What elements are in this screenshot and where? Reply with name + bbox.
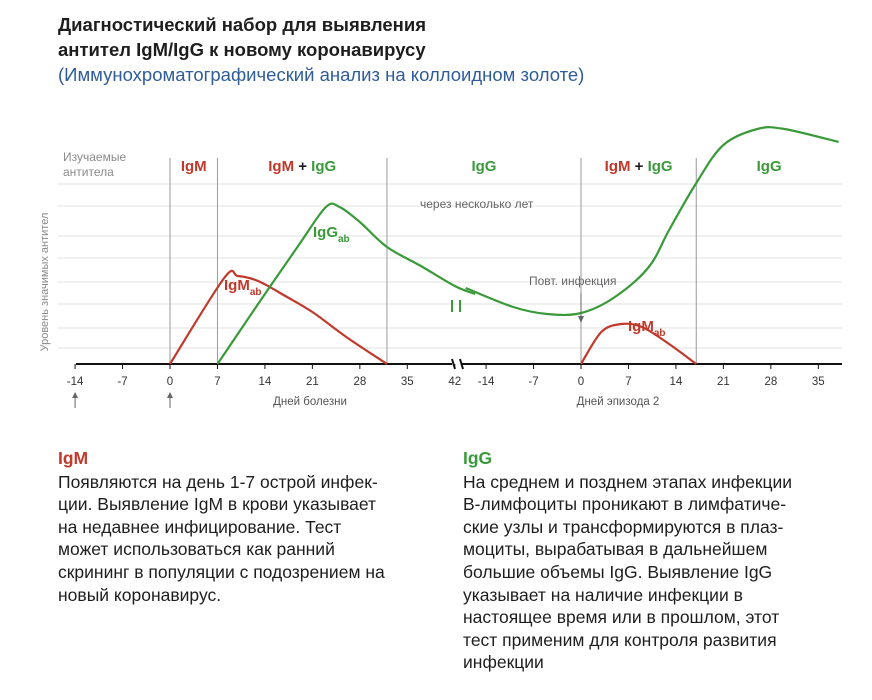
phase-label-part: + <box>630 158 647 175</box>
axis-break <box>459 358 464 370</box>
note-line: B-лимфоциты проникают в лимфатиче- <box>463 494 787 515</box>
note-line: моциты, вырабатывая в дальнейшем <box>463 539 768 560</box>
phase-label: IgG <box>471 158 496 175</box>
note-line: настоящее время или в прошлом, этот <box>463 607 780 628</box>
header-label: Изучаемые <box>63 150 126 164</box>
igm-note-heading: IgM <box>58 448 89 468</box>
x-tick-label: 28 <box>353 376 366 388</box>
igm2-curve-label: IgMab <box>628 318 666 339</box>
note-line: тест применим для контроля развития <box>463 629 777 650</box>
note-line: может использоваться как ранний <box>58 539 335 560</box>
igm-note: IgM Появляются на день 1-7 острой инфек-… <box>58 447 385 606</box>
x-tick-label: 14 <box>259 376 272 388</box>
reinfection-arrow-head <box>578 316 584 323</box>
years-later-note: через несколько лет <box>420 197 534 211</box>
title-line: Диагностический набор для выявления <box>58 14 427 35</box>
phase-label-part: IgG <box>648 158 673 175</box>
igg-curve-label-sub: ab <box>338 234 350 245</box>
igm-curve-label-sub: ab <box>250 287 262 298</box>
phase-label: IgG <box>757 158 782 175</box>
header-label: антитела <box>63 165 114 179</box>
note-line: указывает на наличие инфекции в <box>463 584 743 605</box>
x-tick-label: 0 <box>578 376 584 388</box>
note-line: ские узлы и трансформируются в плаз- <box>463 516 784 537</box>
phase-label: IgM + IgG <box>605 158 673 175</box>
igm-note-text: Появляются на день 1-7 острой инфек- ции… <box>58 471 385 607</box>
note-line: новый коронавирус. <box>58 584 222 605</box>
reinfection-note: Повт. инфекция <box>529 274 616 288</box>
phase-label-part: + <box>294 158 311 175</box>
igg-note-heading: IgG <box>463 448 493 468</box>
phase-label-part: IgM <box>181 158 207 175</box>
igg-note: IgG На среднем и позднем этапах инфекции… <box>463 447 792 674</box>
page-subtitle: (Иммунохроматографический анализ на колл… <box>58 64 585 85</box>
x-tick-label: 35 <box>401 376 414 388</box>
phase-label-part: IgM <box>268 158 294 175</box>
igm-curve-label-main: IgM <box>224 277 250 294</box>
phase-label-part: IgG <box>311 158 336 175</box>
igg-note-text: На среднем и позднем этапах инфекции B-л… <box>463 471 792 674</box>
x-tick-label: -7 <box>117 376 127 388</box>
note-line: Появляются на день 1-7 острой инфек- <box>58 471 378 492</box>
x-tick-label: -14 <box>478 376 495 388</box>
page-title: Диагностический набор для выявления анти… <box>58 12 426 62</box>
igg-curve-label-main: IgG <box>313 224 338 241</box>
series-line-igg <box>216 202 476 365</box>
note-line: ции. Выявление IgM в крови указывает <box>58 494 377 515</box>
x-tick-label: 35 <box>812 376 825 388</box>
x-tick-label: -14 <box>67 376 84 388</box>
phase-label-part: IgM <box>605 158 631 175</box>
x-tick-label: 7 <box>625 376 631 388</box>
series-line-igm <box>169 269 388 365</box>
x-tick-label: -7 <box>528 376 538 388</box>
x-tick-label: 21 <box>306 376 319 388</box>
phase-label-part: IgG <box>471 158 496 175</box>
y-axis-label: Уровень значимых антител <box>39 213 51 352</box>
note-line: На среднем и позднем этапах инфекции <box>463 471 793 492</box>
x-tick-label: 28 <box>764 376 777 388</box>
x-axis-label: Дней эпизода 2 <box>577 396 660 408</box>
x-tick-label: 42 <box>448 376 461 388</box>
phase-label: IgM + IgG <box>268 158 336 175</box>
infection-arrow-head <box>167 392 173 398</box>
igm2-curve-label-main: IgM <box>628 318 654 335</box>
phase-label: IgM <box>181 158 207 175</box>
phase-label-part: IgG <box>757 158 782 175</box>
note-line: скрининг в популяции с подозрением на <box>58 561 385 582</box>
x-tick-label: 14 <box>670 376 683 388</box>
x-tick-label: 0 <box>167 376 173 388</box>
x-tick-label: 7 <box>214 376 220 388</box>
series-line-igm <box>580 322 697 365</box>
series-line-igg <box>465 126 839 317</box>
note-line: на недавнее инфицирование. Тест <box>58 516 342 537</box>
x-tick-label: 21 <box>717 376 730 388</box>
title-line: антител IgM/IgG к новому коронавирусу <box>58 39 426 60</box>
igm2-curve-label-sub: ab <box>654 328 666 339</box>
igm-curve-label: IgMab <box>224 277 262 298</box>
x-axis-label: Дней болезни <box>273 396 347 408</box>
note-line: инфекции <box>463 652 544 673</box>
igg-curve-label: IgGab <box>313 224 350 245</box>
note-line: большие объемы IgG. Выявление IgG <box>463 561 773 582</box>
infection-arrow-head <box>72 392 79 398</box>
